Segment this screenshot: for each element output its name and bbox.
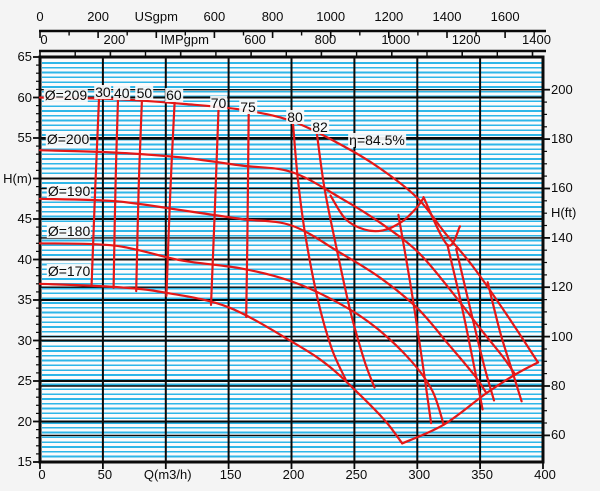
chart-grid-and-curves xyxy=(33,29,550,469)
